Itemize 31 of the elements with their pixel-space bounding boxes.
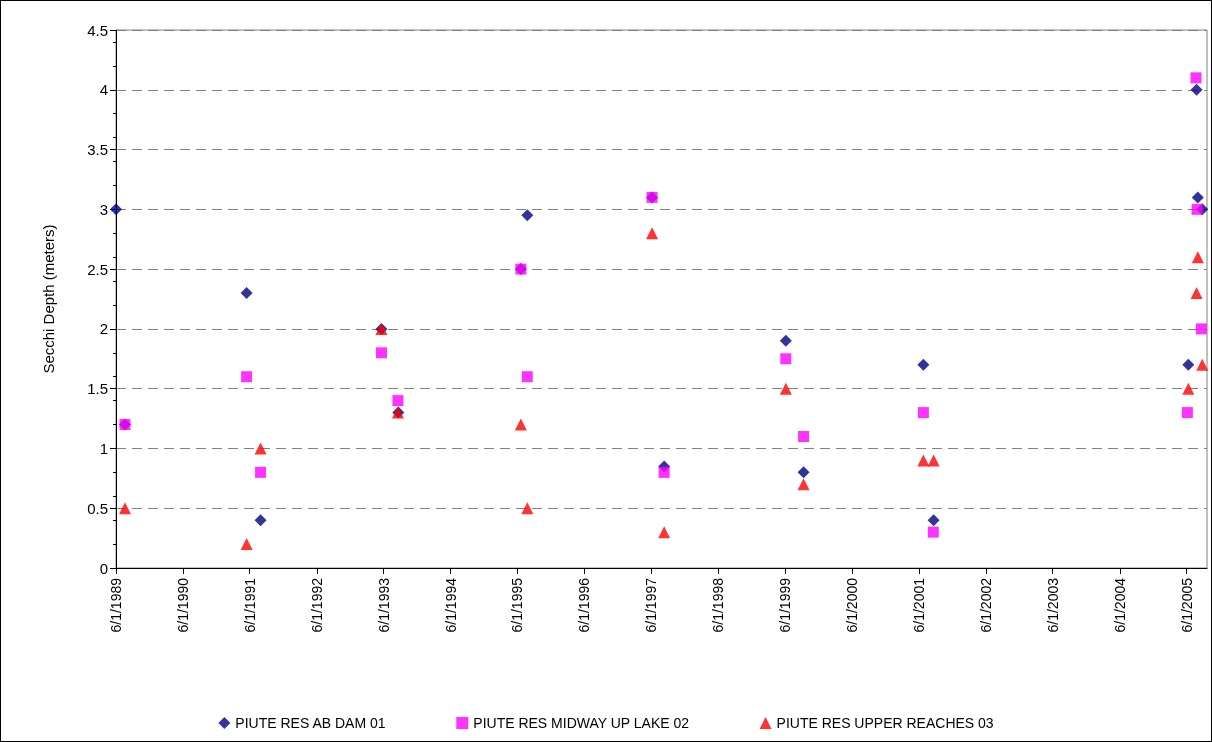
legend-label: PIUTE RES UPPER REACHES 03 [776, 715, 994, 731]
x-tick-label: 6/1/2001 [911, 577, 927, 633]
y-tick-label: 3.5 [87, 141, 108, 159]
y-tick-label: 4 [99, 81, 108, 99]
x-tick-label: 6/1/1996 [576, 577, 593, 633]
x-tick-label: 6/1/1991 [241, 577, 258, 633]
x-tick-label: 6/1/1997 [643, 577, 660, 633]
x-tick-label: 6/1/1993 [375, 577, 392, 633]
y-axis-title: Secchi Depth (meters) [40, 224, 57, 374]
x-tick-label: 6/1/1989 [108, 577, 124, 633]
x-tick-label: 6/1/1992 [308, 577, 325, 633]
y-tick-label: 4.5 [87, 21, 108, 39]
y-tick-label: 1 [99, 439, 108, 457]
x-tick-label: 6/1/1994 [442, 577, 459, 633]
y-tick-label: 2.5 [87, 260, 108, 278]
legend-label: PIUTE RES AB DAM 01 [235, 715, 386, 731]
y-tick-label: 0.5 [87, 499, 108, 517]
x-tick-label: 6/1/2000 [844, 577, 861, 633]
x-tick-label: 6/1/1999 [777, 577, 794, 633]
x-tick-label: 6/1/1995 [509, 577, 526, 633]
y-tick-label: 1.5 [87, 380, 108, 398]
legend-label: PIUTE RES MIDWAY UP LAKE 02 [473, 715, 690, 731]
x-tick-label: 6/1/1990 [174, 577, 191, 633]
x-tick-label: 6/1/2003 [1044, 577, 1061, 633]
x-tick-label: 6/1/2005 [1178, 577, 1195, 633]
x-tick-label: 6/1/2002 [977, 577, 994, 633]
x-tick-label: 6/1/2004 [1111, 577, 1128, 633]
y-tick-label: 2 [99, 320, 108, 338]
x-tick-label: 6/1/1998 [710, 577, 727, 633]
y-tick-label: 0 [99, 559, 108, 577]
y-tick-label: 3 [99, 200, 108, 218]
